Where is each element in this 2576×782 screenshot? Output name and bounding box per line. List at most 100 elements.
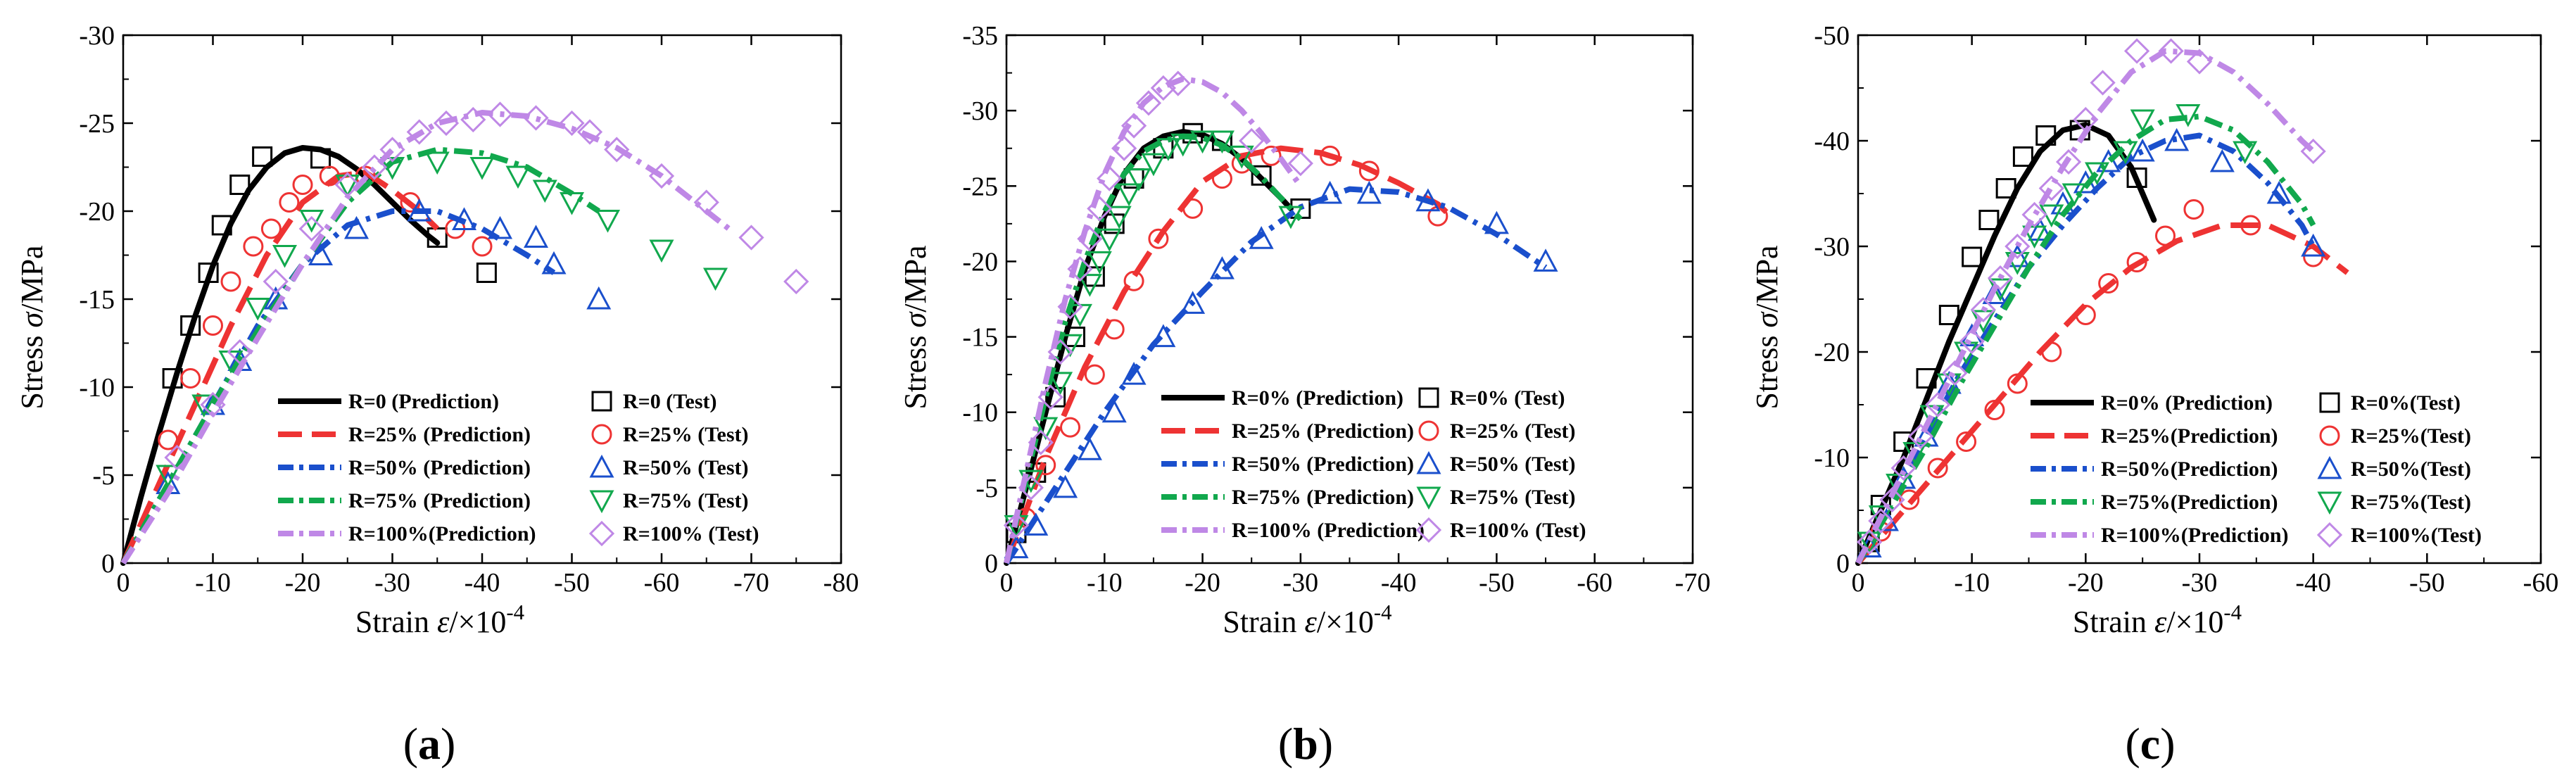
x-tick-label: -60 [2523,568,2559,598]
test-point [469,157,495,180]
test-point [203,315,223,336]
y-tick-label: -15 [962,323,998,353]
test-point [1106,206,1132,229]
test-point [156,465,181,488]
legend: R=0 (Prediction) R=0 (Test) R=25% (Predict… [278,390,759,547]
x-tick-label: -50 [554,568,590,598]
test-point [1916,368,1937,389]
test-point [576,119,603,145]
test-point [2113,141,2138,165]
prediction-line [120,170,440,565]
legend-marker [588,520,615,547]
x-tick-label: -30 [1283,568,1319,598]
legend-prediction-label: R=0% (Prediction) [2101,391,2273,415]
test-point [2209,149,2235,172]
test-point [693,189,719,215]
y-tick-label: 0 [985,549,998,579]
test-point [2164,127,2190,151]
legend-test-label: R=100%(Test) [2351,524,2482,547]
test-point [2233,141,2258,165]
test-point [1211,168,1232,189]
legend-test-label: R=100% (Test) [623,522,759,545]
x-tick-label: 0 [1000,568,1014,598]
test-point [361,154,388,180]
test-point [1890,455,1917,481]
legend-test-label: R=75%(Test) [2351,491,2471,514]
test-point [2300,138,2326,165]
y-tick-label: -40 [1814,127,1850,156]
test-point [2075,305,2096,325]
test-point [1037,384,1063,410]
series-5 [120,101,809,565]
x-tick-label: -30 [374,568,410,598]
test-point [1170,133,1196,157]
test-point [1857,529,1883,555]
test-point [2096,149,2121,172]
x-tick-label: -20 [2068,568,2104,598]
test-point [1156,138,1181,161]
test-point [1116,183,1142,207]
test-point [1879,486,1905,513]
test-point [2240,215,2261,236]
y-tick-label: -15 [79,285,115,315]
test-point [1190,130,1216,154]
test-point [1060,417,1081,438]
x-tick-label: -50 [2409,568,2445,598]
legend-prediction-label: R=50% (Prediction) [1232,453,1414,476]
test-point [2130,109,2155,133]
test-point [1047,339,1073,365]
test-point [2123,38,2150,64]
x-tick-label: -40 [465,568,500,598]
test-point [559,192,585,215]
test-point [252,146,273,167]
test-point [1151,324,1176,348]
test-point [2266,180,2292,204]
caption-c-letter: c [2140,719,2161,769]
legend-prediction-label: R=0% (Prediction) [1232,386,1403,410]
test-point [541,251,567,275]
legend-prediction-label: R=75% (Prediction) [348,489,531,512]
x-axis-label: Strain ε/×10-4 [2073,600,2242,639]
test-point [1899,489,1920,510]
test-point [245,298,270,321]
x-tick-label: -20 [285,568,321,598]
test-point [1087,196,1113,222]
legend-test-label: R=75% (Test) [623,489,748,512]
test-point [1995,178,2016,198]
test-point [2021,201,2047,228]
test-point [1484,210,1509,234]
y-tick-label: -5 [92,461,115,491]
legend-test-label: R=75% (Test) [1450,486,1575,509]
y-tick-label: -10 [1814,443,1850,473]
test-point [586,286,612,310]
test-point [532,179,557,203]
test-point [1165,70,1191,96]
test-point [263,268,289,295]
test-point [1415,188,1441,212]
chart-panel-c: 0 -10 -20 -30 -40 -50 -60 0 -10 -20 -30 -40 -50 Strai… [1750,21,2558,639]
legend-marker [2317,491,2342,515]
legend-test-label: R=25% (Test) [623,423,748,446]
test-point [702,267,728,291]
test-point [1067,256,1093,282]
test-point [1104,319,1125,340]
legend-marker [1418,387,1439,408]
test-point [2038,175,2064,201]
test-point [649,239,674,263]
y-tick-label: 0 [101,549,115,579]
test-point [1320,145,1341,166]
test-point [243,236,264,257]
test-point [343,215,370,239]
legend-test-label: R=0 (Test) [623,390,716,413]
test-point [229,175,251,195]
test-point [308,242,334,265]
legend-test-label: R=25%(Test) [2351,424,2471,448]
legend-marker [2319,425,2340,446]
x-tick-label: -70 [733,568,769,598]
test-point [2155,225,2176,246]
legend: R=0% (Prediction) R=0% (Test) R=25% (Predi… [1161,386,1586,543]
legend-test-label: R=50% (Test) [623,456,748,479]
legend-test-label: R=0%(Test) [2351,391,2461,415]
legend-test-label: R=50% (Test) [1450,453,1575,476]
test-point [1356,180,1382,204]
